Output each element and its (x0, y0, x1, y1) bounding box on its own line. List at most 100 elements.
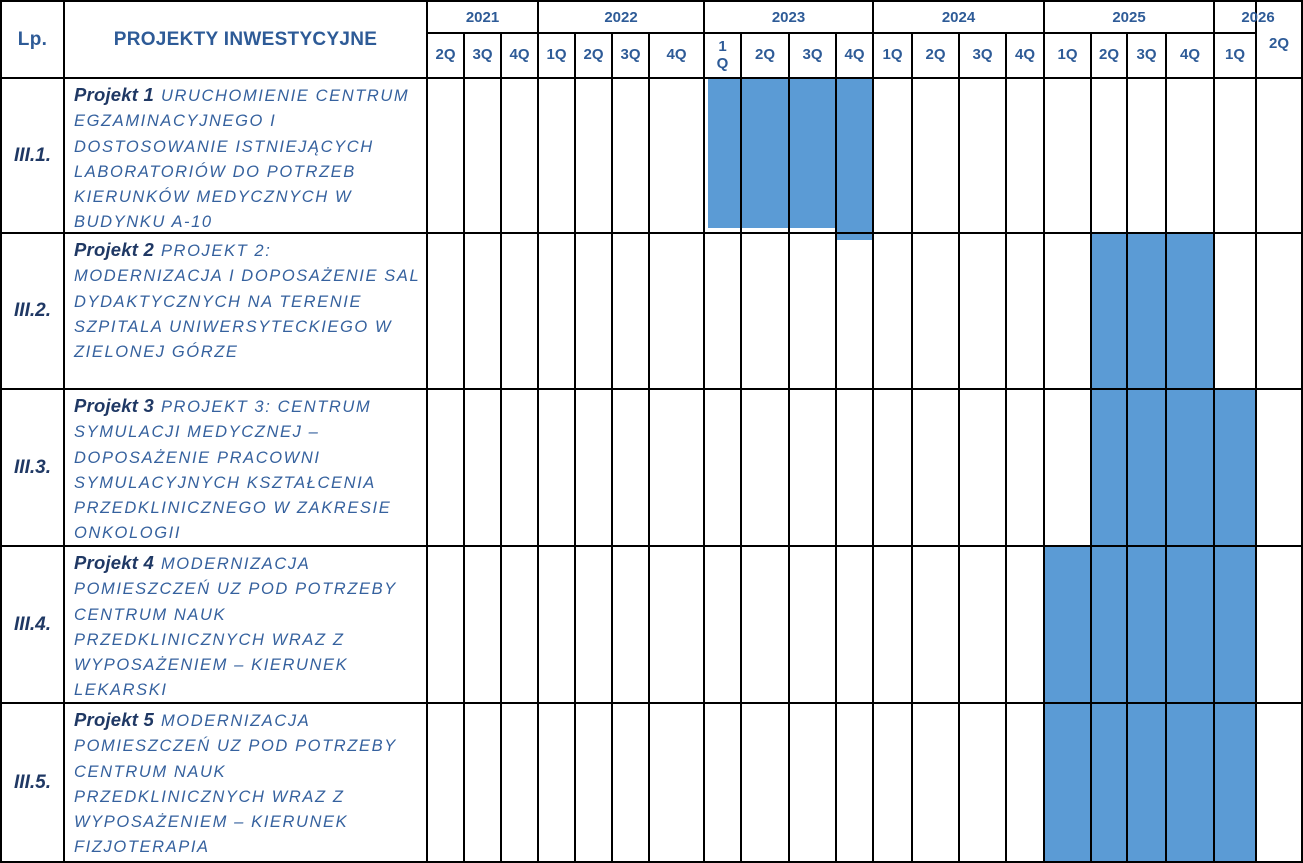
row-label: III.1. (2, 79, 65, 234)
timeline-cell (576, 79, 613, 234)
timeline-cell (705, 390, 742, 547)
project-name: Projekt 5 (74, 709, 154, 730)
quarter-header: 4Q (1167, 34, 1215, 79)
project-description: PROJEKT 3: CENTRUM SYMULACJI MEDYCZNEJ –… (74, 398, 392, 543)
year-label: 2026 (1241, 8, 1275, 26)
quarter-header: 2Q (913, 34, 960, 79)
year-label: 2023 (771, 8, 806, 26)
timeline-cell (1007, 234, 1045, 390)
quarter-header: 1Q (874, 34, 913, 79)
timeline-cell (1045, 234, 1092, 390)
quarter-header: 4Q (502, 34, 539, 79)
timeline-cell (650, 547, 705, 704)
timeline-cell (650, 234, 705, 390)
timeline-cell (1257, 704, 1303, 863)
project-description: MODERNIZACJA POMIESZCZEŃ UZ POD POTRZEBY… (74, 712, 397, 857)
timeline-cell (1215, 234, 1257, 390)
quarter-header: 3Q (613, 34, 650, 79)
project-cell: Projekt 2 PROJEKT 2: MODERNIZACJA I DOPOS… (65, 234, 428, 390)
year-header-2025: 2025 (1045, 2, 1215, 34)
timeline-cell (1257, 79, 1303, 234)
timeline-cell (742, 79, 790, 234)
timeline-cell (428, 79, 465, 234)
gantt-bar-segment (1128, 547, 1167, 704)
timeline-cell (960, 547, 1007, 704)
timeline-cell (913, 547, 960, 704)
project-description: MODERNIZACJA POMIESZCZEŃ UZ POD POTRZEBY… (74, 555, 397, 700)
timeline-cell (428, 704, 465, 863)
gantt-bar-segment (1167, 234, 1215, 390)
timeline-cell (705, 547, 742, 704)
timeline-cell (960, 79, 1007, 234)
timeline-cell (650, 704, 705, 863)
quarter-header: 3Q (790, 34, 837, 79)
timeline-cell (465, 704, 502, 863)
timeline-cell (913, 704, 960, 863)
timeline-cell (650, 390, 705, 547)
timeline-cell (428, 234, 465, 390)
timeline-cell (539, 79, 576, 234)
timeline-cell (1007, 704, 1045, 863)
timeline-cell (960, 390, 1007, 547)
timeline-cell (1007, 79, 1045, 234)
timeline-cell (960, 704, 1007, 863)
timeline-cell (874, 234, 913, 390)
gantt-bar-segment (1215, 704, 1257, 863)
timeline-cell (613, 234, 650, 390)
timeline-cell (1128, 79, 1167, 234)
gantt-bar-segment (1215, 390, 1257, 547)
quarter-header: 1Q (1215, 34, 1257, 79)
year-header-2026: 2026 (1215, 2, 1275, 34)
quarter-header: 4Q (650, 34, 705, 79)
project-cell: Projekt 3 PROJEKT 3: CENTRUM SYMULACJI ME… (65, 390, 428, 547)
timeline-cell (465, 234, 502, 390)
timeline-cell (790, 234, 837, 390)
year-label: 2025 (1112, 8, 1146, 26)
timeline-cell (874, 547, 913, 704)
timeline-cell (576, 547, 613, 704)
timeline-cell (1045, 79, 1092, 234)
timeline-cell (1215, 79, 1257, 234)
gantt-bar-segment (790, 79, 835, 228)
timeline-cell (576, 390, 613, 547)
timeline-cell (1045, 390, 1092, 547)
timeline-cell (837, 390, 874, 547)
gantt-bar-segment (1128, 704, 1167, 863)
timeline-cell (742, 234, 790, 390)
row-label: III.5. (2, 704, 65, 863)
timeline-cell (1007, 390, 1045, 547)
timeline-cell (539, 234, 576, 390)
timeline-cell (1257, 234, 1303, 390)
project-name: Projekt 2 (74, 239, 154, 260)
timeline-cell (613, 547, 650, 704)
gantt-bar-segment (837, 79, 872, 232)
timeline-cell (502, 390, 539, 547)
quarter-header: 3Q (465, 34, 502, 79)
quarter-header: 2Q (1092, 34, 1128, 79)
timeline-cell (705, 79, 742, 234)
timeline-cell (576, 234, 613, 390)
quarter-header: 3Q (1128, 34, 1167, 79)
gantt-bar-segment (708, 79, 740, 228)
timeline-cell (913, 79, 960, 234)
quarter-header: 2Q (428, 34, 465, 79)
timeline-cell (837, 79, 874, 234)
quarter-header: 2Q (742, 34, 790, 79)
gantt-bar-segment (1215, 547, 1257, 704)
year-header-2023: 2023 (705, 2, 874, 34)
timeline-cell (790, 79, 837, 234)
timeline-cell (790, 390, 837, 547)
project-description: PROJEKT 2: MODERNIZACJA I DOPOSAŻENIE SA… (74, 242, 420, 362)
timeline-cell (874, 704, 913, 863)
row-label: III.2. (2, 234, 65, 390)
year-label: 2022 (604, 8, 638, 26)
gantt-bar-segment (1092, 390, 1128, 547)
timeline-cell (539, 390, 576, 547)
quarter-header: 4Q (837, 34, 874, 79)
timeline-cell (837, 547, 874, 704)
timeline-cell (790, 547, 837, 704)
timeline-cell (705, 234, 742, 390)
quarter-header: 3Q (960, 34, 1007, 79)
timeline-cell (913, 390, 960, 547)
project-cell: Projekt 5 MODERNIZACJA POMIESZCZEŃ UZ POD… (65, 704, 428, 863)
